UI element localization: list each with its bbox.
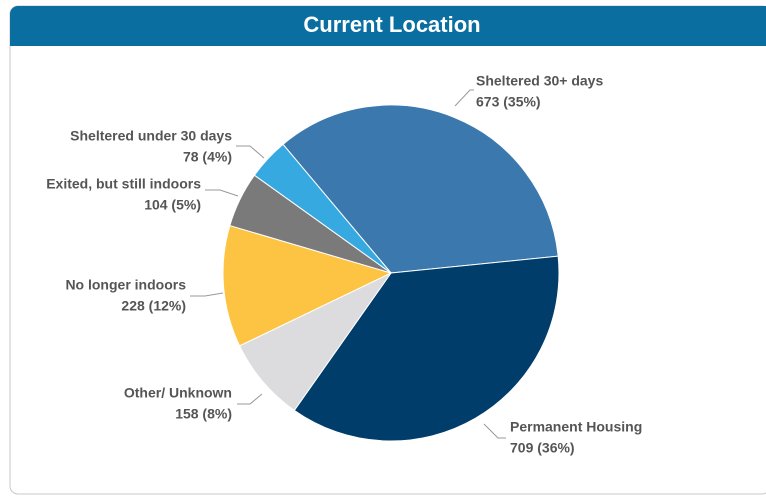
leader-line	[237, 393, 263, 405]
pie-slice	[222, 224, 393, 347]
slice-value-label: 709 (36%)	[510, 440, 575, 456]
leader-line	[190, 292, 224, 297]
slice-label: Sheltered 30+ days	[476, 73, 603, 89]
slice-label: Other/ Unknown	[124, 385, 232, 401]
slice-value-label: 158 (8%)	[175, 406, 232, 422]
slice-label: Sheltered under 30 days	[70, 128, 232, 144]
slice-value-label: 104 (5%)	[144, 197, 201, 213]
slice-label: Exited, but still indoors	[46, 176, 201, 192]
slice-value-label: 673 (35%)	[476, 94, 541, 110]
pie-slice	[293, 255, 560, 442]
slice-label: No longer indoors	[65, 277, 186, 293]
header-bar	[10, 6, 766, 46]
leader-line	[454, 89, 474, 107]
leader-line	[205, 189, 239, 197]
slice-label: Permanent Housing	[510, 419, 642, 435]
slice-value-label: 78 (4%)	[183, 149, 232, 165]
chart-title: Current Location	[303, 12, 480, 37]
pie-slice	[253, 143, 392, 274]
leader-line	[236, 145, 265, 159]
leader-line	[483, 423, 506, 439]
slice-value-label: 228 (12%)	[121, 298, 186, 314]
pie-slice	[282, 104, 559, 274]
